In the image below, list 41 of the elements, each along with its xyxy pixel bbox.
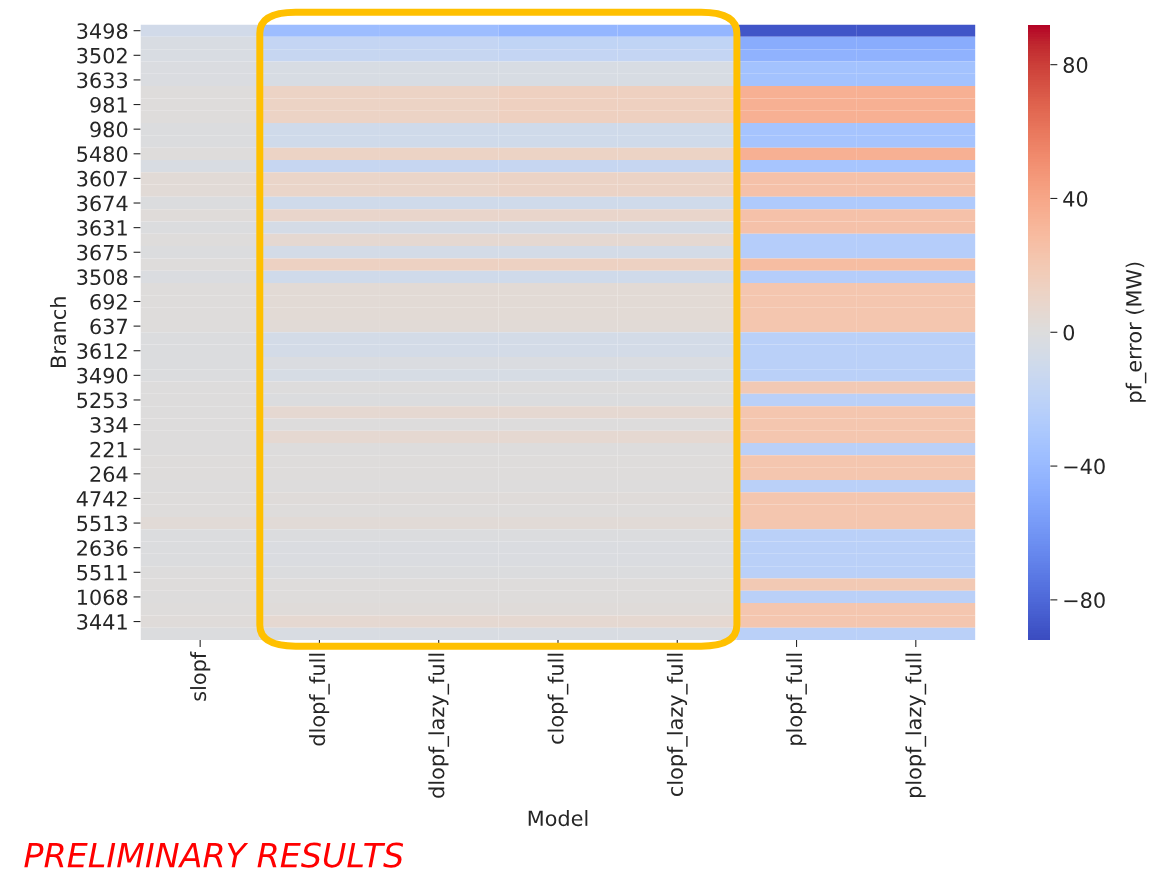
y-tick-label: 3498 xyxy=(77,23,128,39)
x-tick-label: plopf_full xyxy=(786,653,807,745)
y-tick-label: 3612 xyxy=(77,343,127,359)
y-tick-label: 3490 xyxy=(77,367,128,384)
color-bar-label: 0 xyxy=(1063,324,1075,341)
x-tick-label: dlopf_full xyxy=(309,653,330,746)
x-tick-label: clopf_lazy_full xyxy=(666,653,688,796)
color-bar-label: 40 xyxy=(1063,190,1088,207)
y-tick-label: 1068 xyxy=(77,589,128,606)
y-tick-label: 3607 xyxy=(77,170,127,187)
y-tick-label: 692 xyxy=(90,293,127,310)
text: PRELIMINARY RESULTS xyxy=(24,842,404,868)
x-tick-label: clopf_full xyxy=(547,653,569,744)
y-tick-label: 3674 xyxy=(77,195,128,212)
y-tick-label: 3633 xyxy=(77,72,128,89)
x-tick-label: slopf xyxy=(190,651,211,701)
y-tick-label: 5253 xyxy=(77,392,128,409)
x-axis-title: Model xyxy=(528,810,588,827)
y-tick-label: 3675 xyxy=(77,244,127,261)
y-tick-label: 4742 xyxy=(76,490,127,507)
y-tick-label: 334 xyxy=(90,417,128,433)
x-tick-label: dlopf_lazy_full xyxy=(428,653,450,798)
y-tick-label: 5511 xyxy=(77,565,127,581)
color-bar-label: −80 xyxy=(1064,592,1105,609)
y-tick-label: 3508 xyxy=(77,269,128,286)
color-bar-label: −40 xyxy=(1064,458,1105,475)
y-tick-label: 264 xyxy=(90,466,128,483)
y-tick-label: 5480 xyxy=(77,146,128,162)
y-tick-label: 5513 xyxy=(77,515,128,532)
y-tick-label: 3631 xyxy=(77,220,127,236)
y-tick-label: 3441 xyxy=(77,614,127,630)
y-tick-label: 637 xyxy=(90,318,127,335)
x-tick-label: plopf_lazy_full xyxy=(905,653,927,798)
y-axis-title: Branch xyxy=(49,297,67,367)
color-bar-title: pf_error (MW) xyxy=(1125,262,1147,402)
y-tick-label: 980 xyxy=(90,121,128,138)
color-bar-label: 80 xyxy=(1063,57,1088,73)
y-tick-label: 3502 xyxy=(77,47,127,64)
y-tick-label: 2636 xyxy=(77,540,128,556)
y-tick-label: 221 xyxy=(90,441,127,458)
y-tick-label: 981 xyxy=(90,97,127,113)
